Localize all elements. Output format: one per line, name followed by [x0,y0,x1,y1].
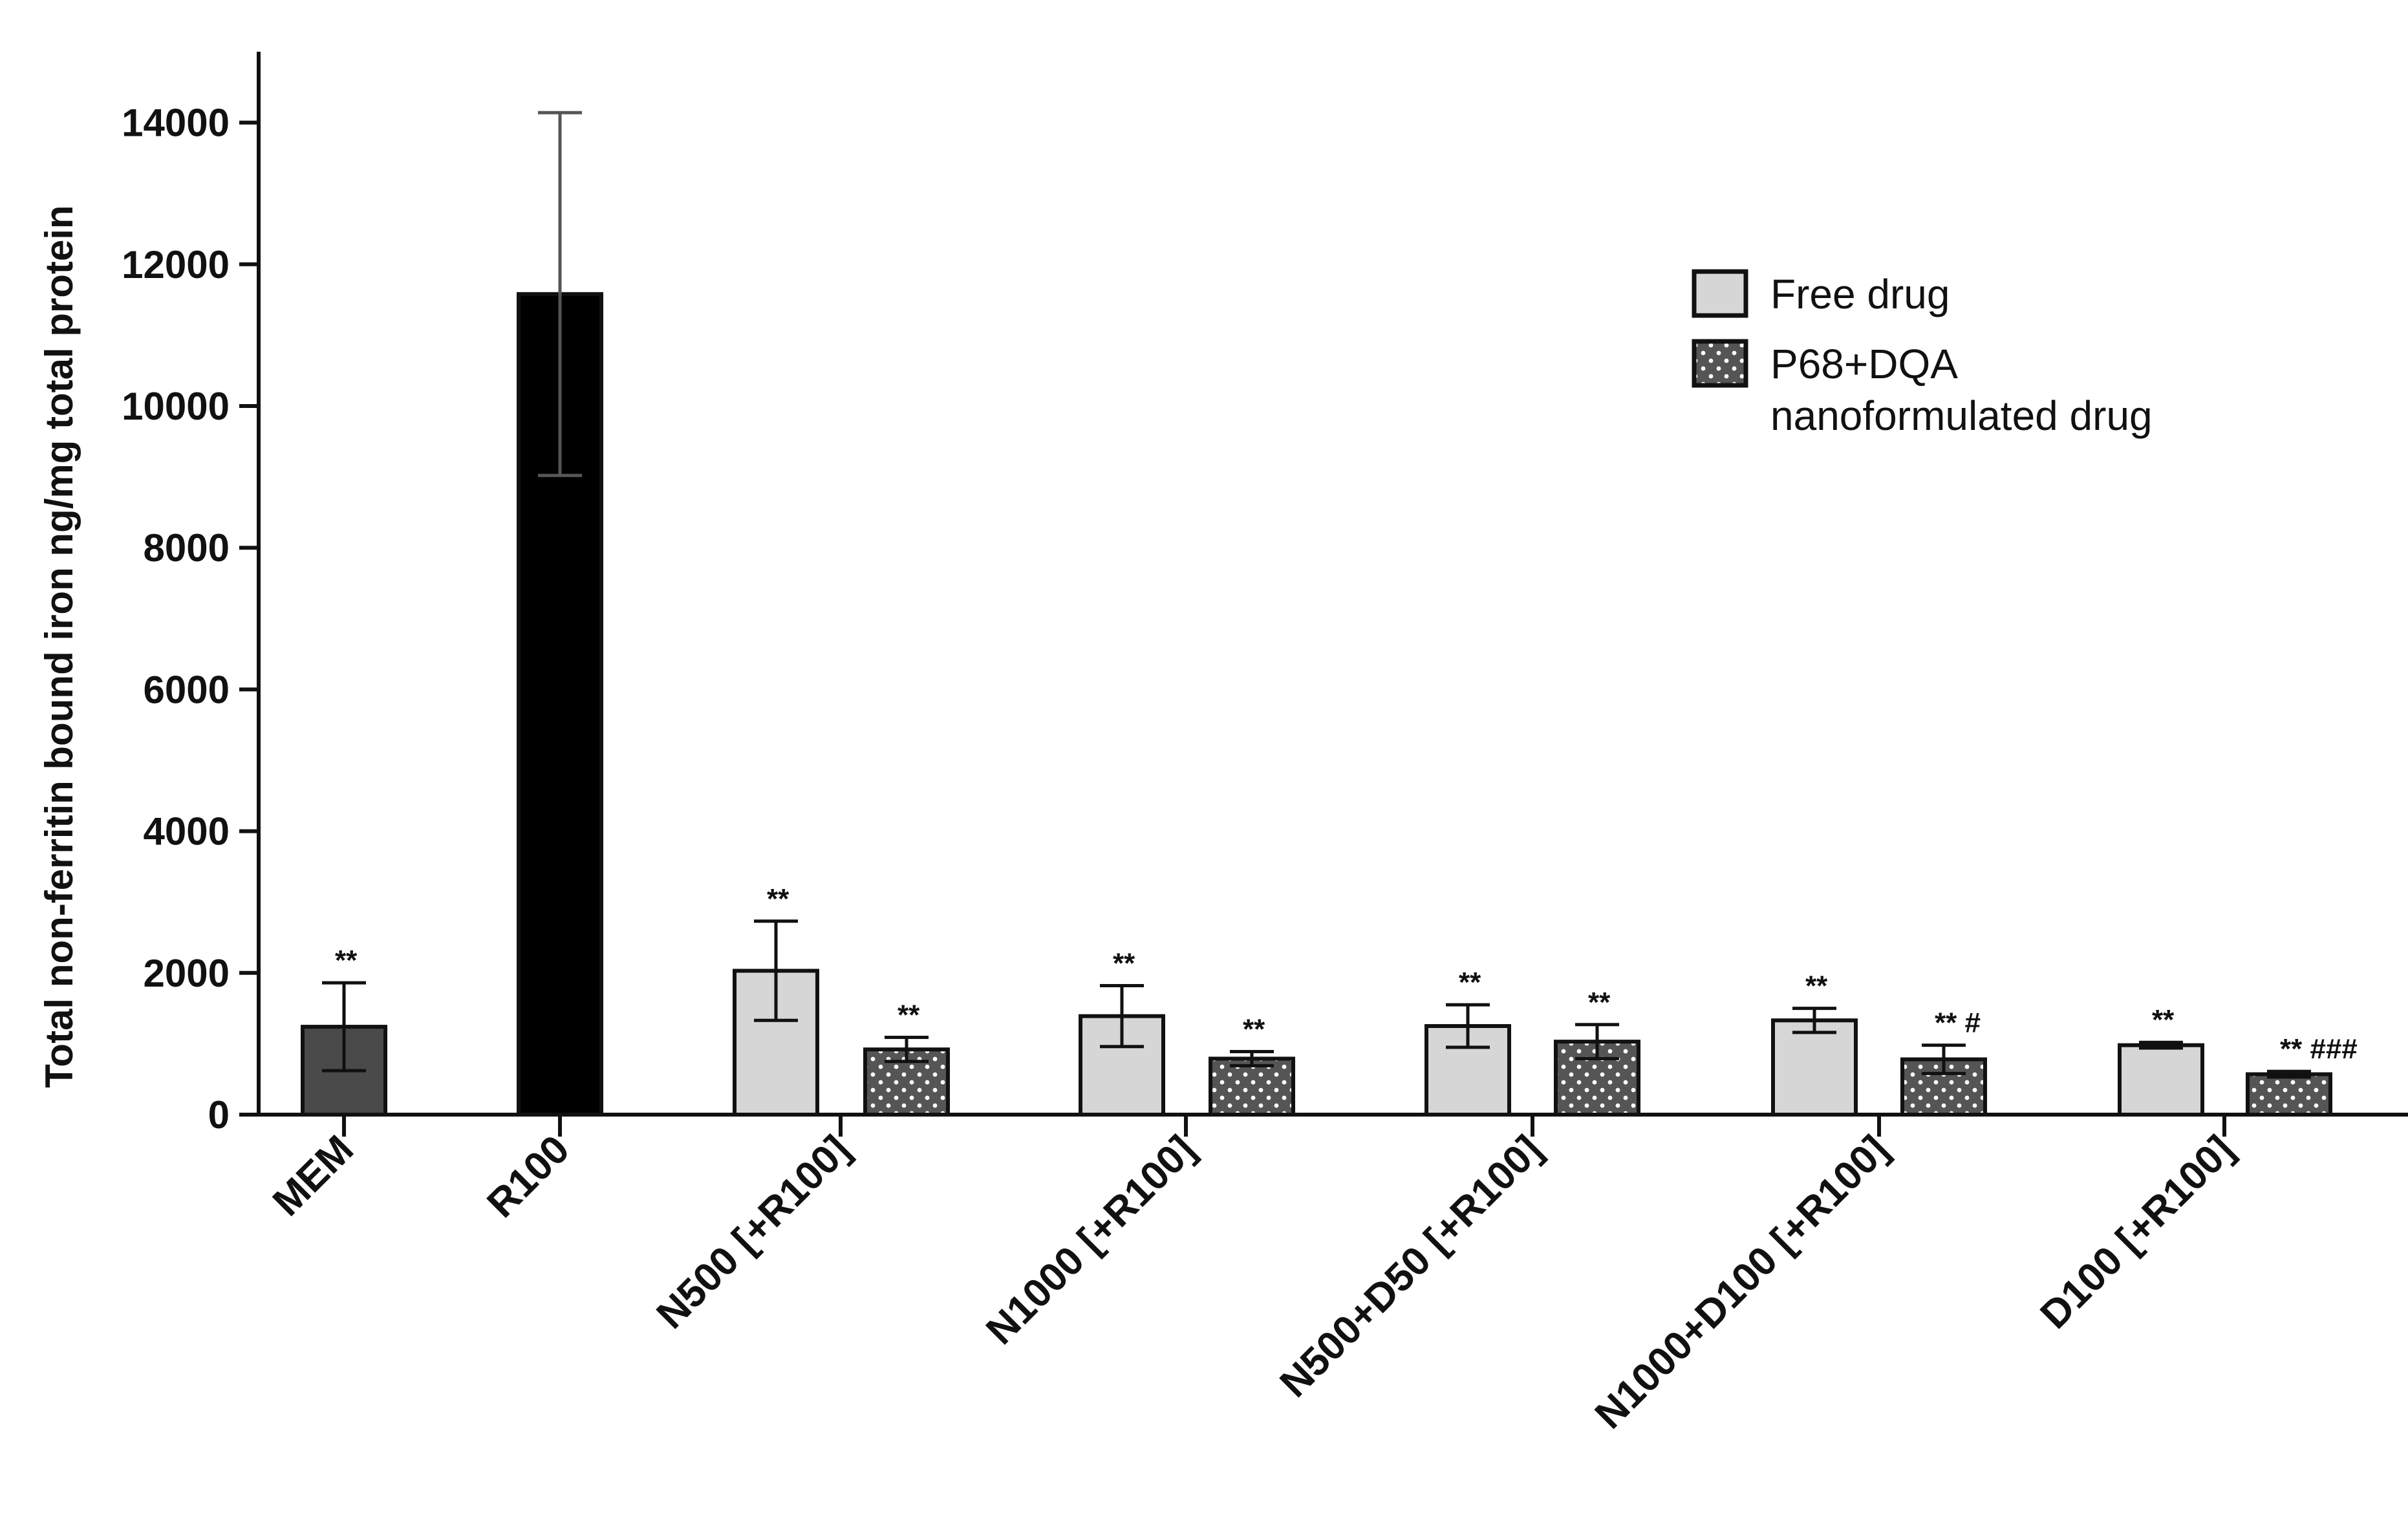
x-tick-label: N1000+D100 [+R100] [1587,1127,1897,1437]
legend-label-free-drug: Free drug [1770,271,1950,317]
x-tick-label: N1000 [+R100] [978,1127,1204,1353]
significance-label: ** # [1935,1007,1981,1039]
significance-label: ** [335,945,358,976]
y-tick-label: 14000 [122,102,230,145]
legend: Free drug P68+DQA nanoformulated drug [1692,269,2153,439]
significance-label: ** [1243,1013,1265,1045]
significance-label: ** [898,1000,920,1031]
significance-label: ** [767,883,790,915]
bar-nanoformulated-3 [1209,1056,1295,1117]
bar-nanoformulated-6 [2246,1072,2332,1117]
significance-label: ** [1588,987,1611,1018]
x-tick-label: N500 [+R100] [649,1127,859,1337]
significance-label: ** ### [2280,1033,2358,1065]
y-tick-label: 2000 [144,952,230,995]
significance-labels: ** ** ** ** ** ** ** ** ** # ** ** ### [335,883,2358,1065]
y-tick-label: 8000 [144,526,230,570]
bars [301,292,2332,1117]
x-tick-label: R100 [478,1127,578,1226]
error-bars [322,111,2311,1079]
y-tick-label: 4000 [144,810,230,853]
legend-swatch-free-drug [1692,269,1748,318]
y-tick-label: 12000 [122,243,230,286]
y-tick-label: 10000 [122,385,230,428]
x-tick-label: N500+D50 [+R100] [1271,1127,1550,1406]
y-tick-label: 6000 [144,668,230,711]
significance-label: ** [2152,1004,2175,1036]
x-tick-label: D100 [+R100] [2032,1127,2242,1337]
x-tick-labels: MEM R100 N500 [+R100] N1000 [+R100] N500+D50… [264,1127,2242,1437]
bar-free-drug-6 [2118,1043,2204,1117]
axes: 0 2000 4000 6000 8000 10000 12000 14000 [122,52,2408,1137]
legend-label-nanoformulated-line2: nanoformulated drug [1770,392,2153,439]
y-tick-label: 0 [208,1093,230,1137]
y-axis-title: Total non-ferritin bound iron ng/mg tota… [38,205,81,1087]
bar-free-drug-5 [1771,1018,1858,1117]
significance-label: ** [1113,948,1135,979]
legend-swatch-nanoformulated [1692,339,1748,388]
bar-r100 [517,292,603,1117]
significance-label: ** [1459,967,1481,998]
x-tick-label: MEM [264,1127,362,1225]
significance-label: ** [1805,970,1828,1002]
legend-label-nanoformulated-line1: P68+DQA [1770,341,1958,387]
